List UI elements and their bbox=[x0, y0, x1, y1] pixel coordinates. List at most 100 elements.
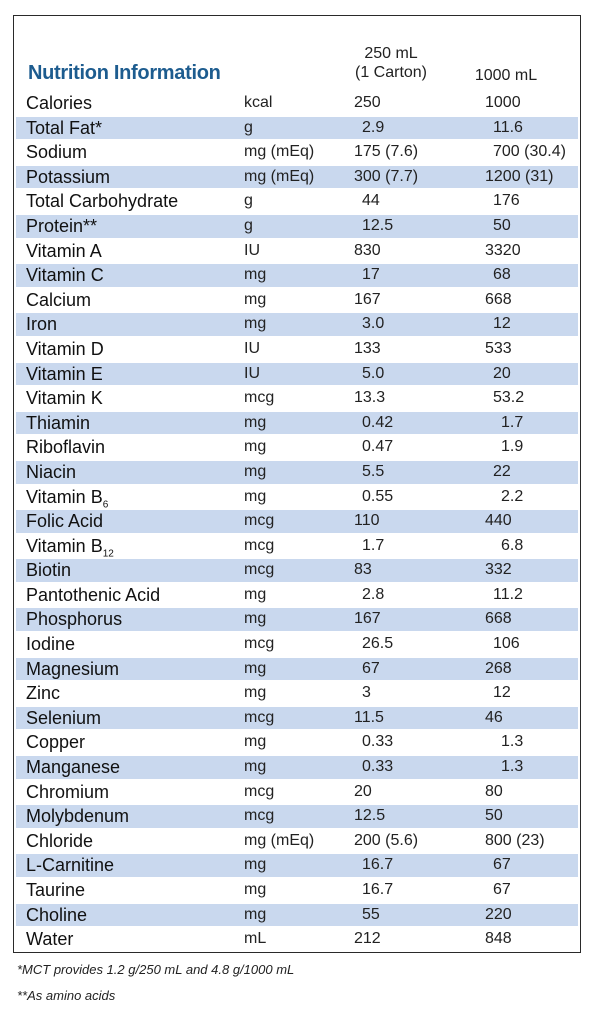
nutrient-unit: mcg bbox=[244, 389, 275, 407]
value-1000ml: 1.3 bbox=[501, 758, 524, 776]
table-row: Calories kcal 250 1000 bbox=[16, 91, 578, 116]
nutrient-name: Magnesium bbox=[26, 658, 119, 681]
nutrient-name: Folic Acid bbox=[26, 510, 103, 533]
nutrient-name-text: Calories bbox=[26, 93, 93, 113]
value-1000ml: 106 bbox=[493, 635, 520, 653]
value-250ml: 12.5 bbox=[354, 807, 386, 825]
table-row: Pantothenic Acid mg 2.8 11.2 bbox=[16, 583, 578, 608]
nutrient-name: Biotin bbox=[26, 559, 71, 582]
footnote-mct: *MCT provides 1.2 g/250 mL and 4.8 g/100… bbox=[17, 962, 295, 977]
nutrient-name-text: Vitamin B bbox=[26, 486, 103, 507]
value-1000ml: 668 bbox=[485, 290, 512, 308]
value-1000ml: 1000 bbox=[485, 94, 521, 111]
table-row: Choline mg 55 220 bbox=[16, 902, 578, 928]
value-250ml: 5.5 bbox=[362, 462, 385, 480]
value-250ml: 2.8 bbox=[362, 585, 385, 603]
table-row: Sodium mg (mEq) 175 (7.6) 700 (30.4) bbox=[16, 140, 578, 165]
value-1000ml: 668 bbox=[485, 610, 512, 628]
nutrient-unit: mg bbox=[244, 659, 267, 677]
nutrient-unit: mg (mEq) bbox=[244, 831, 315, 849]
nutrient-name: Calories bbox=[26, 91, 92, 116]
value-250ml: 13.3 bbox=[354, 389, 386, 407]
value-1000ml: 80 bbox=[485, 782, 503, 800]
nutrient-unit: mg bbox=[244, 290, 267, 308]
value-1000ml: 1200 (31) bbox=[485, 167, 554, 185]
nutrient-name-text: L-Carnitine bbox=[26, 855, 115, 876]
table-row: Total Carbohydrate g 44 176 bbox=[16, 189, 578, 214]
nutrient-name: Vitamin B12 bbox=[26, 534, 114, 559]
value-250ml: 0.33 bbox=[362, 758, 394, 776]
value-250ml: 26.5 bbox=[362, 635, 394, 653]
table-row: Vitamin A IU 830 3320 bbox=[16, 239, 578, 264]
nutrient-name-text: Phosphorus bbox=[26, 609, 123, 630]
nutrient-unit: mg bbox=[244, 438, 267, 456]
value-250ml: 0.47 bbox=[362, 438, 394, 456]
value-250ml: 1.7 bbox=[362, 536, 385, 554]
value-1000ml: 67 bbox=[493, 856, 511, 874]
table-row: Biotin mcg 83 332 bbox=[16, 558, 578, 583]
nutrient-name-text: Water bbox=[26, 929, 74, 950]
table-row: Selenium mcg 11.5 46 bbox=[16, 705, 578, 731]
value-1000ml: 176 bbox=[493, 192, 520, 210]
value-250ml: 133 bbox=[354, 339, 381, 357]
nutrient-unit: mg bbox=[244, 487, 267, 505]
value-1000ml: 533 bbox=[485, 339, 512, 357]
footnote-amino-acids: **As amino acids bbox=[17, 988, 116, 1003]
column-header-250ml: 250 mL (1 Carton) bbox=[336, 44, 446, 82]
table-row: Taurine mg 16.7 67 bbox=[16, 878, 578, 903]
nutrient-name-text: Vitamin K bbox=[26, 388, 103, 409]
value-250ml: 212 bbox=[354, 930, 381, 948]
nutrient-unit: IU bbox=[244, 241, 260, 259]
value-250ml: 12.5 bbox=[362, 216, 394, 234]
nutrient-name: Potassium bbox=[26, 166, 110, 189]
value-1000ml: 68 bbox=[493, 266, 511, 284]
nutrient-name-text: Calcium bbox=[26, 289, 92, 310]
nutrient-unit: mg bbox=[244, 905, 267, 923]
nutrient-unit: kcal bbox=[244, 94, 273, 111]
nutrient-unit: mg (mEq) bbox=[244, 143, 315, 161]
nutrient-name: Calcium bbox=[26, 288, 91, 313]
nutrient-name-text: Copper bbox=[26, 732, 86, 753]
table-row: Water mL 212 848 bbox=[16, 927, 578, 952]
value-250ml: 167 bbox=[354, 610, 381, 628]
nutrient-name: Selenium bbox=[26, 707, 101, 730]
value-250ml: 16.7 bbox=[362, 856, 394, 874]
nutrient-unit: g bbox=[244, 118, 253, 136]
nutrient-unit: IU bbox=[244, 364, 260, 382]
column-header-250ml-line2: (1 Carton) bbox=[354, 64, 428, 81]
nutrient-unit: mg bbox=[244, 881, 267, 898]
value-1000ml: 12 bbox=[493, 684, 511, 702]
nutrient-name: Vitamin B6 bbox=[26, 485, 108, 510]
nutrient-name: Choline bbox=[26, 904, 87, 927]
nutrient-name: Manganese bbox=[26, 756, 120, 779]
nutrient-name-text: Vitamin A bbox=[26, 240, 102, 261]
nutrient-unit: mg bbox=[244, 413, 267, 431]
table-row: Chromium mcg 20 80 bbox=[16, 780, 578, 805]
nutrient-unit: mL bbox=[244, 930, 267, 948]
table-row: Magnesium mg 67 268 bbox=[16, 656, 578, 682]
column-header-250ml-line1: 250 mL bbox=[364, 45, 418, 62]
value-1000ml: 1.7 bbox=[501, 413, 524, 431]
nutrient-name-text: Molybdenum bbox=[26, 806, 130, 827]
nutrient-name: Total Fat* bbox=[26, 117, 102, 140]
table-row: Chloride mg (mEq) 200 (5.6) 800 (23) bbox=[16, 829, 578, 854]
value-1000ml: 800 (23) bbox=[485, 831, 545, 849]
value-1000ml: 11.2 bbox=[493, 585, 523, 603]
nutrient-unit: g bbox=[244, 192, 253, 210]
nutrient-name: Chloride bbox=[26, 829, 93, 854]
nutrient-unit: mg bbox=[244, 684, 267, 702]
nutrient-name-text: Thiamin bbox=[26, 412, 91, 433]
nutrient-name: Taurine bbox=[26, 878, 85, 903]
value-1000ml: 6.8 bbox=[501, 536, 524, 554]
value-1000ml: 20 bbox=[493, 364, 511, 382]
table-row: Vitamin B12 mcg 1.7 6.8 bbox=[16, 534, 578, 559]
nutrient-name-text: Total Carbohydrate bbox=[26, 191, 179, 212]
nutrient-name: Iron bbox=[26, 313, 57, 336]
nutrient-subscript: 12 bbox=[102, 548, 114, 560]
value-1000ml: 11.6 bbox=[493, 118, 523, 136]
table-row: L-Carnitine mg 16.7 67 bbox=[16, 853, 578, 878]
nutrient-name: Sodium bbox=[26, 140, 87, 165]
value-1000ml: 3320 bbox=[485, 241, 521, 259]
value-250ml: 44 bbox=[362, 192, 380, 210]
nutrient-unit: mcg bbox=[244, 807, 275, 825]
